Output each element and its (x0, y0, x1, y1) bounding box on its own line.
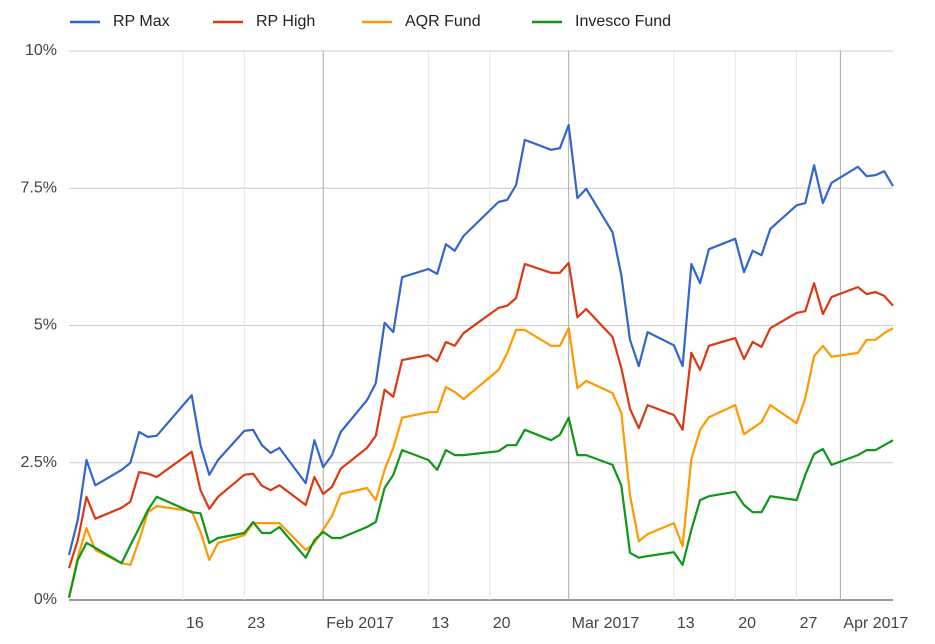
x-tick-label: 13 (431, 615, 449, 632)
x-tick-label: 20 (493, 615, 511, 632)
legend: RP Max RP High AQR Fund Invesco Fund (70, 13, 671, 30)
x-tick-label: Apr 2017 (843, 615, 908, 632)
y-tick-label: 7.5% (21, 179, 57, 196)
y-tick-label: 2.5% (21, 454, 57, 471)
x-tick-label: 20 (738, 615, 756, 632)
series-line (67, 416, 894, 599)
legend-label: RP Max (113, 13, 170, 30)
legend-label: Invesco Fund (575, 13, 671, 30)
x-tick-label: 27 (800, 615, 818, 632)
legend-label: AQR Fund (405, 13, 481, 30)
y-tick-label: 5% (34, 317, 57, 334)
series-line (67, 261, 894, 569)
y-tick-label: 10% (25, 42, 57, 59)
x-tick-label: 16 (186, 615, 204, 632)
grid (69, 50, 893, 601)
legend-label: RP High (256, 13, 315, 30)
series-line (67, 327, 894, 599)
x-tick-label: 23 (247, 615, 265, 632)
x-tick-label: 13 (677, 615, 695, 632)
y-tick-label: 0% (34, 591, 57, 608)
x-tick-label: Feb 2017 (326, 615, 394, 632)
series-line (67, 124, 894, 556)
x-tick-label: Mar 2017 (572, 615, 640, 632)
